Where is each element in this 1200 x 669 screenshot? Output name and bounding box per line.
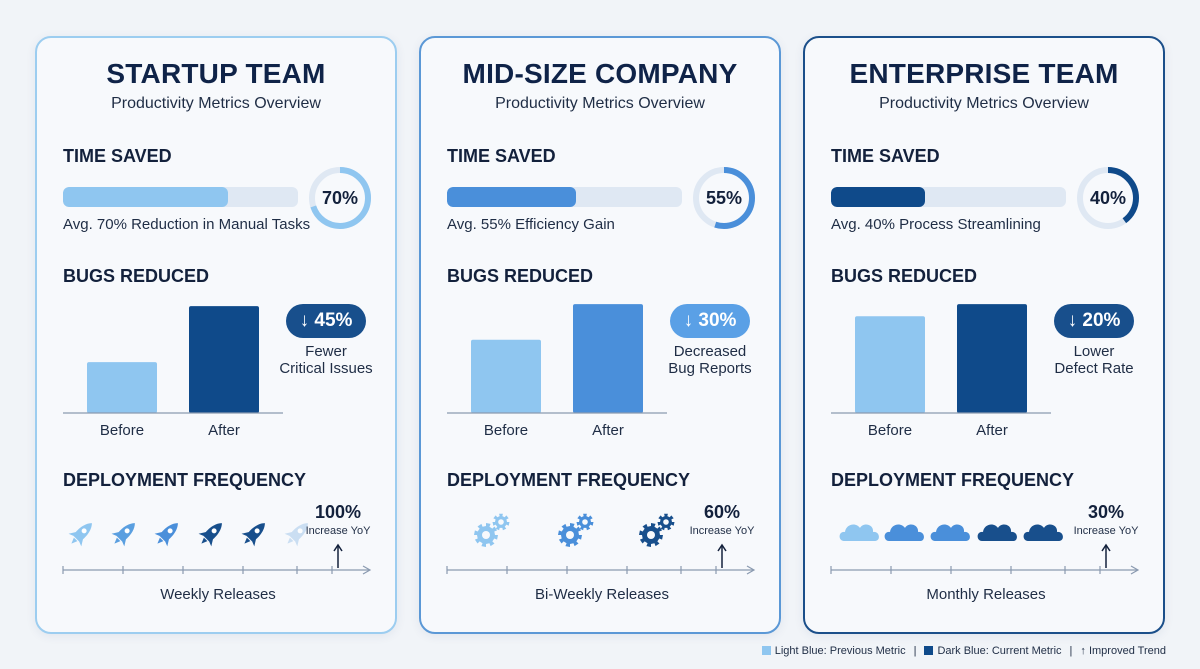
bar-before xyxy=(87,362,157,413)
gears-icon xyxy=(558,513,594,547)
time-saved-progress-track xyxy=(831,187,1066,207)
bug-reduction-caption: Decreased Bug Reports xyxy=(645,343,775,377)
cloud-icon xyxy=(977,524,1017,541)
time-saved-progress-track xyxy=(63,187,298,207)
bar-label-before: Before xyxy=(100,422,144,439)
legend: Light Blue: Previous Metric | Dark Blue:… xyxy=(761,645,1166,657)
time-saved-caption: Avg. 40% Process Streamlining xyxy=(831,216,1041,233)
bugs-reduced-heading: BUGS REDUCED xyxy=(831,266,978,286)
bar-label-before: Before xyxy=(484,422,528,439)
card-enterprise-team: ENTERPRISE TEAM Productivity Metrics Over… xyxy=(803,36,1165,634)
time-saved-ring xyxy=(1077,167,1139,229)
time-saved-progress-fill xyxy=(831,187,925,207)
deployment-increase-percent: 30% xyxy=(1087,502,1125,522)
time-saved-progress-fill xyxy=(447,187,577,207)
release-cadence-label: Weekly Releases xyxy=(160,586,276,603)
card-subtitle: Productivity Metrics Overview xyxy=(495,95,705,112)
deployment-increase-percent: 100% xyxy=(314,502,362,522)
cloud-icon xyxy=(839,524,879,541)
legend-dark: Dark Blue: Current Metric xyxy=(924,645,1062,657)
bug-caption-line-2: Bug Reports xyxy=(668,360,752,377)
time-saved-progress-track xyxy=(447,187,682,207)
bar-after xyxy=(189,306,259,413)
bug-caption-line-2: Critical Issues xyxy=(279,360,373,377)
legend-trend: ↑ Improved Trend xyxy=(1080,645,1166,657)
bug-reduction-badge: ↓ 45% xyxy=(286,304,366,338)
time-saved-ring xyxy=(309,167,371,229)
deployment-frequency-heading: DEPLOYMENT FREQUENCY xyxy=(831,470,1075,490)
bar-label-after: After xyxy=(592,422,624,439)
bugs-bar-chart: Before After xyxy=(447,304,667,439)
bug-caption-line-1: Decreased xyxy=(673,343,747,360)
time-saved-ring xyxy=(693,167,755,229)
bug-caption-line-2: Defect Rate xyxy=(1054,360,1134,377)
bar-after xyxy=(573,304,643,413)
card-startup-team: STARTUP TEAM Productivity Metrics Overvie… xyxy=(35,36,397,634)
bugs-bar-chart: Before After xyxy=(63,306,283,439)
time-saved-percent: 40% xyxy=(1089,188,1127,208)
time-saved-progress-fill xyxy=(63,187,228,207)
time-saved-ring-arc xyxy=(1077,167,1139,229)
bug-reduction-caption: Lower Defect Rate xyxy=(1029,343,1159,377)
up-arrow-icon: ↑ xyxy=(1080,645,1086,657)
time-saved-ring-arc xyxy=(309,167,371,229)
card-title: ENTERPRISE TEAM xyxy=(849,58,1119,89)
gears-icon xyxy=(474,513,510,547)
rocket-icon xyxy=(241,523,265,547)
card-mid-size-company: MID-SIZE COMPANY Productivity Metrics Ove… xyxy=(419,36,781,634)
time-saved-heading: TIME SAVED xyxy=(63,146,172,166)
deployment-frequency-heading: DEPLOYMENT FREQUENCY xyxy=(447,470,691,490)
bug-caption-line-1: Lower xyxy=(1073,343,1115,360)
bar-label-after: After xyxy=(976,422,1008,439)
card-title: MID-SIZE COMPANY xyxy=(462,58,738,89)
time-saved-heading: TIME SAVED xyxy=(831,146,940,166)
deployment-increase-label: Increase YoY xyxy=(305,525,371,537)
deployment-increase-label: Increase YoY xyxy=(1073,525,1139,537)
bar-before xyxy=(855,316,925,413)
card-title: STARTUP TEAM xyxy=(106,58,326,89)
rocket-icon xyxy=(111,523,135,547)
bug-reduction-caption: Fewer Critical Issues xyxy=(261,343,391,377)
bugs-reduced-heading: BUGS REDUCED xyxy=(63,266,210,286)
cloud-icon xyxy=(1023,524,1063,541)
bug-reduction-badge: ↓ 30% xyxy=(670,304,750,338)
bug-reduction-badge: ↓ 20% xyxy=(1054,304,1134,338)
release-cadence-label: Bi-Weekly Releases xyxy=(535,586,669,603)
bar-after xyxy=(957,304,1027,413)
bar-label-before: Before xyxy=(868,422,912,439)
deployment-increase-label: Increase YoY xyxy=(689,525,755,537)
bug-caption-line-1: Fewer xyxy=(305,343,347,360)
cloud-icon xyxy=(884,524,924,541)
deployment-timeline xyxy=(446,513,756,575)
deployment-frequency-heading: DEPLOYMENT FREQUENCY xyxy=(63,470,307,490)
time-saved-percent: 55% xyxy=(705,188,743,208)
deployment-timeline xyxy=(830,524,1140,575)
legend-light: Light Blue: Previous Metric xyxy=(761,645,906,657)
bugs-bar-chart: Before After xyxy=(831,304,1051,439)
card-subtitle: Productivity Metrics Overview xyxy=(111,95,321,112)
time-saved-percent: 70% xyxy=(321,188,359,208)
bugs-reduced-heading: BUGS REDUCED xyxy=(447,266,594,286)
rocket-icon xyxy=(68,523,92,547)
gears-icon xyxy=(639,513,675,547)
time-saved-caption: Avg. 70% Reduction in Manual Tasks xyxy=(63,216,311,233)
deployment-increase-percent: 60% xyxy=(703,502,741,522)
card-subtitle: Productivity Metrics Overview xyxy=(879,95,1089,112)
rocket-icon xyxy=(284,523,308,547)
time-saved-caption: Avg. 55% Efficiency Gain xyxy=(447,216,615,233)
rocket-icon xyxy=(198,523,222,547)
deployment-timeline xyxy=(62,523,372,575)
cloud-icon xyxy=(930,524,970,541)
bar-label-after: After xyxy=(208,422,240,439)
rocket-icon xyxy=(154,523,178,547)
time-saved-heading: TIME SAVED xyxy=(447,146,556,166)
time-saved-ring-arc xyxy=(693,167,755,229)
release-cadence-label: Monthly Releases xyxy=(926,586,1046,603)
bar-before xyxy=(471,339,541,413)
